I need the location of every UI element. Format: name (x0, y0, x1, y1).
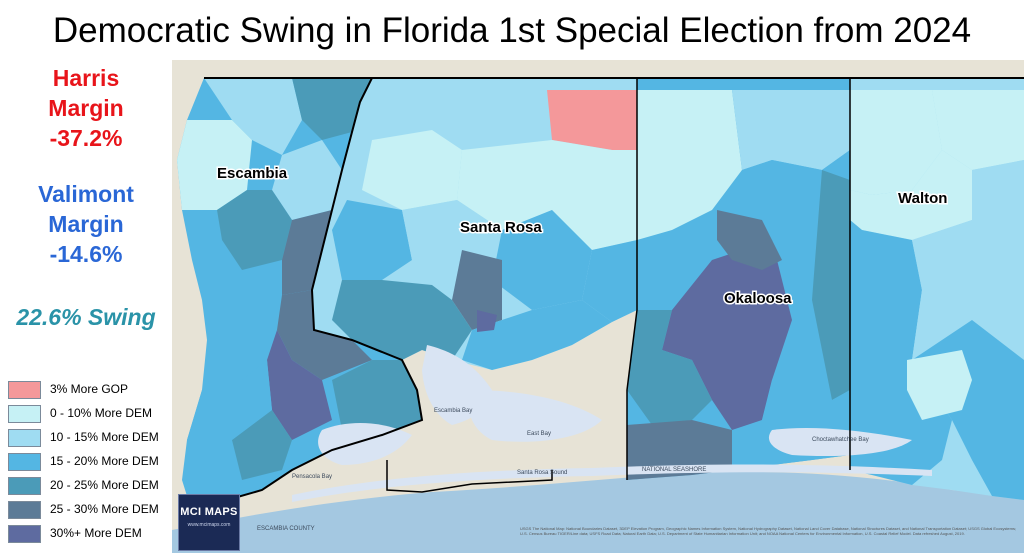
precinct (204, 78, 302, 155)
harris-label: Harris (52, 65, 120, 91)
harris-margin-value: -37.2% (49, 125, 123, 151)
choctawhatchee-bay (768, 428, 912, 457)
precinct (907, 350, 972, 420)
county-label-walton: Walton (898, 190, 947, 207)
precinct (277, 290, 372, 380)
precinct-more-gop (547, 90, 637, 150)
precinct (232, 410, 292, 480)
precinct (217, 190, 292, 270)
legend-label: 25 - 30% More DEM (50, 502, 159, 516)
page-title: Democratic Swing in Florida 1st Special … (52, 11, 972, 50)
place-label: NATIONAL SEASHORE (642, 467, 706, 473)
precinct (292, 78, 372, 140)
precinct (850, 90, 942, 195)
map-credits: USGS The National Map: National Boundari… (520, 526, 1017, 536)
precinct (717, 210, 782, 270)
precinct (177, 120, 252, 210)
precinct (332, 360, 422, 435)
logo-text: MCI MAPS (180, 506, 238, 518)
precinct (637, 90, 742, 240)
precinct (932, 90, 1024, 170)
precinct (850, 150, 972, 240)
precinct (272, 140, 342, 220)
precinct (457, 140, 552, 230)
valimont-label: Valimont (38, 181, 134, 207)
harris-margin-label: Margin (48, 95, 124, 121)
district-border-west (191, 77, 424, 513)
valimont-margin-label: Margin (48, 211, 124, 237)
place-label: Pensacola Bay (292, 474, 332, 480)
mci-maps-logo: MCI MAPS www.mcimaps.com (178, 494, 240, 551)
precinct (662, 240, 792, 430)
legend-label: 30%+ More DEM (50, 526, 142, 540)
legend-label: 0 - 10% More DEM (50, 406, 153, 420)
precinct (332, 200, 412, 280)
florida-district-map[interactable]: Escambia Santa Rosa Okaloosa Walton Pens… (172, 60, 1024, 553)
county-label-okaloosa: Okaloosa (724, 290, 792, 307)
county-border (626, 78, 638, 480)
swing-value: 22.6% Swing (16, 304, 156, 330)
precinct (462, 300, 612, 370)
county-label-santa-rosa: Santa Rosa (460, 219, 542, 236)
legend-swatch (8, 525, 41, 543)
legend-swatch (8, 405, 41, 423)
gulf-of-mexico (172, 471, 1024, 553)
precinct (332, 280, 472, 360)
precinct (582, 240, 637, 322)
precinct (282, 210, 332, 295)
place-label: Escambia Bay (434, 408, 472, 414)
legend-swatch (8, 477, 41, 495)
place-label: Choctawhatchee Bay (812, 437, 869, 443)
precinct (812, 170, 850, 400)
precinct (452, 250, 502, 330)
legend-label: 15 - 20% More DEM (50, 454, 159, 468)
santa-rosa-sound (292, 464, 932, 502)
county-label-escambia: Escambia (217, 165, 288, 182)
precinct (187, 360, 272, 450)
east-bay-lower (468, 390, 602, 442)
legend-swatch (8, 501, 41, 519)
precinct (850, 220, 922, 370)
map-svg: Escambia Santa Rosa Okaloosa Walton Pens… (172, 60, 1024, 553)
precinct (627, 310, 712, 425)
county-border-coast (386, 460, 553, 493)
legend-label: 10 - 15% More DEM (50, 430, 159, 444)
precinct (492, 210, 592, 310)
logo-url: www.mcimaps.com (187, 522, 231, 528)
precinct (552, 140, 637, 250)
precinct (362, 130, 462, 210)
legend-swatch (8, 453, 41, 471)
precinct (972, 160, 1024, 360)
place-label: East Bay (527, 431, 551, 437)
legend-swatch (8, 381, 41, 399)
legend-swatch (8, 429, 41, 447)
valimont-margin-value: -14.6% (49, 241, 123, 267)
legend-label: 20 - 25% More DEM (50, 478, 159, 492)
precinct (912, 220, 972, 360)
precinct (477, 310, 497, 332)
place-label: Santa Rosa Sound (517, 470, 567, 476)
precinct (267, 330, 332, 440)
place-label: ESCAMBIA COUNTY (257, 526, 315, 532)
precinct (732, 90, 850, 170)
legend-label: 3% More GOP (50, 382, 129, 396)
